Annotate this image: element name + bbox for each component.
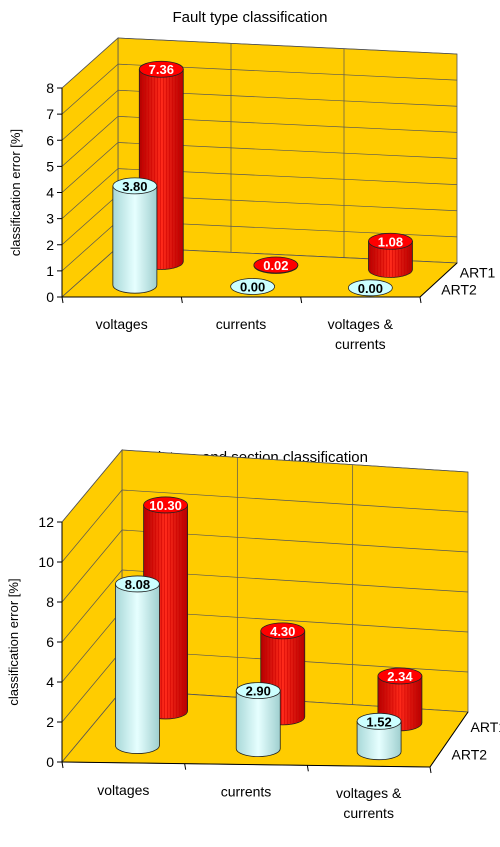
y-axis-label: classification error [%] (6, 578, 21, 705)
x-tick-label: currents (221, 784, 272, 800)
y-tick-label: 0 (46, 754, 54, 770)
y-tick-label: 6 (46, 132, 54, 148)
x-tick-mark (307, 765, 308, 771)
x-tick-label: currents (216, 316, 267, 332)
x-tick-mark (430, 767, 431, 773)
y-tick-label: 5 (46, 158, 54, 174)
x-tick-mark (62, 762, 63, 768)
series-label: ART2 (452, 746, 488, 762)
y-tick-label: 4 (46, 674, 54, 690)
x-tick-mark (301, 297, 302, 303)
x-tick-label: voltages &currents (336, 785, 402, 821)
x-tick-label: voltages (97, 782, 149, 798)
y-tick-label: 2 (46, 237, 54, 253)
data-label: 0.00 (358, 281, 383, 296)
bar-cylinder (113, 178, 157, 293)
data-label: 4.30 (270, 624, 295, 639)
y-tick-label: 12 (38, 514, 54, 530)
x-tick-mark (62, 297, 63, 303)
x-tick-label: voltages (96, 316, 148, 332)
data-label: 2.90 (246, 684, 271, 699)
x-tick-mark (185, 764, 186, 770)
y-tick-label: 8 (46, 80, 54, 96)
y-tick-label: 1 (46, 263, 54, 279)
series-label: ART2 (441, 282, 477, 298)
data-label: 1.52 (366, 714, 391, 729)
y-tick-label: 3 (46, 211, 54, 227)
data-label: 7.36 (149, 62, 174, 77)
y-tick-label: 4 (46, 185, 54, 201)
y-tick-label: 7 (46, 106, 54, 122)
y-tick-label: 6 (46, 634, 54, 650)
y-tick-label: 8 (46, 594, 54, 610)
y-tick-label: 0 (46, 289, 54, 305)
x-tick-mark (420, 297, 421, 303)
data-label: 0.02 (263, 258, 288, 273)
y-axis-label: classification error [%] (8, 129, 23, 256)
y-tick-label: 10 (38, 554, 54, 570)
data-label: 10.30 (149, 498, 182, 513)
bar-cylinder (115, 576, 159, 754)
data-label: 1.08 (378, 234, 403, 249)
data-label: 0.00 (240, 280, 265, 295)
x-tick-mark (181, 297, 182, 303)
series-label: ART1 (471, 719, 500, 735)
y-tick-label: 2 (46, 714, 54, 730)
chart-1: Fault type classification 0 1 2 3 4 5 6 7 8 ART1AR… (8, 9, 495, 352)
series-label: ART1 (460, 265, 496, 281)
data-label: 3.80 (122, 179, 147, 194)
x-tick-label: voltages &currents (328, 316, 394, 352)
data-label: 2.34 (387, 669, 413, 684)
chart-title: Fault type classification (172, 9, 327, 26)
data-label: 8.08 (125, 577, 150, 592)
chart-2: Fault type and section classification024… (6, 449, 500, 821)
